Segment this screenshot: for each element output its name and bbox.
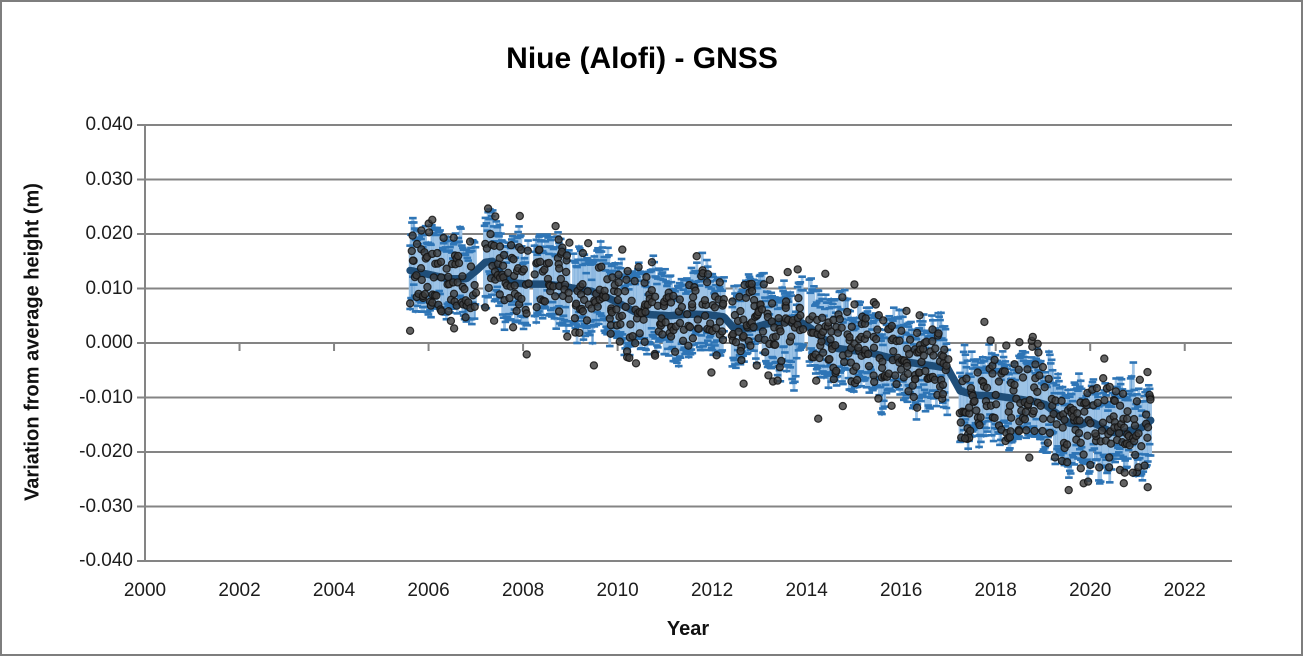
x-tick-label: 2012 xyxy=(690,580,734,601)
x-tick-label: 2020 xyxy=(1069,580,1112,601)
scatter-points xyxy=(405,204,1155,495)
y-tick-label: 0.040 xyxy=(85,114,133,135)
y-tick-label: -0.010 xyxy=(79,386,133,408)
x-tick-label: 2000 xyxy=(123,580,167,601)
x-axis-title-text: Year xyxy=(666,618,710,640)
y-tick-label: -0.040 xyxy=(79,550,133,571)
x-tick-label: 2018 xyxy=(974,580,1017,601)
x-tick-label: 2008 xyxy=(501,580,545,601)
x-tick-label: 2002 xyxy=(218,580,261,601)
x-tick-label: 2016 xyxy=(880,580,923,601)
y-tick-label: 0.030 xyxy=(85,168,133,190)
x-tick-label: 2004 xyxy=(312,580,356,601)
y-tick-label: -0.020 xyxy=(79,441,133,462)
y-tick-label: 0.010 xyxy=(85,277,133,299)
x-tick-label: 2014 xyxy=(785,580,828,601)
x-tick-label: 2010 xyxy=(596,580,639,601)
x-tick-label: 2006 xyxy=(407,580,450,601)
y-tick-label: 0.000 xyxy=(85,332,133,353)
chart-title: Niue (Alofi) - GNSS xyxy=(506,42,778,75)
y-tick-label: -0.030 xyxy=(79,495,133,517)
x-tick-label: 2022 xyxy=(1163,580,1206,601)
x-axis-title: Year xyxy=(2,618,1301,641)
y-tick-label: 0.020 xyxy=(85,223,133,244)
